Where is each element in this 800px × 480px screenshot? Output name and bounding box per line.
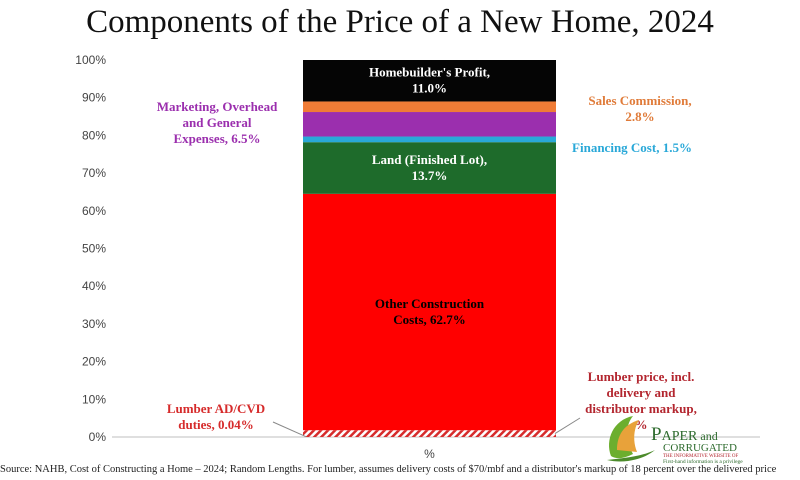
segment-label-line: and General bbox=[183, 115, 252, 130]
y-tick-label: 20% bbox=[82, 355, 106, 369]
segment-label: Other Construction Costs, 62.7% bbox=[375, 296, 485, 327]
svg-text:THE INFORMATIVE WEBSITE OF: THE INFORMATIVE WEBSITE OF bbox=[663, 454, 739, 459]
segment-label-line: Costs, 62.7% bbox=[393, 312, 466, 327]
y-tick-label: 0% bbox=[89, 430, 107, 444]
chart-title: Components of the Price of a New Home, 2… bbox=[86, 4, 714, 40]
segment-label-line: Homebuilder's Profit, bbox=[369, 65, 490, 80]
y-tick-label: 100% bbox=[75, 53, 106, 67]
segment-label: Homebuilder's Profit, 11.0% bbox=[369, 65, 490, 96]
segment-label-line: Lumber price, incl. bbox=[588, 369, 695, 384]
segment-label: Land (Finished Lot), 13.7% bbox=[372, 152, 487, 183]
y-tick-label: 30% bbox=[82, 317, 106, 331]
segment-label-line: Marketing, Overhead bbox=[157, 99, 278, 114]
segment-label: Lumber price, incl. delivery and distribut… bbox=[585, 369, 697, 432]
segment-label-line: Expenses, 6.5% bbox=[173, 131, 260, 146]
bar-segment bbox=[303, 142, 556, 194]
segment-label-line: delivery and bbox=[607, 385, 677, 400]
segment-label-line: 13.7% bbox=[412, 168, 448, 183]
segment-label-line: duties, 0.04% bbox=[178, 417, 253, 432]
y-tick-label: 90% bbox=[82, 91, 106, 105]
segment-label-line: Sales Commission, bbox=[588, 93, 691, 108]
bar-segment bbox=[303, 136, 556, 143]
bar-segment bbox=[303, 112, 556, 137]
svg-text:CORRUGATED: CORRUGATED bbox=[663, 442, 737, 454]
segment-label: Lumber AD/CVD duties, 0.04% bbox=[167, 401, 265, 432]
segment-label: Sales Commission, 2.8% bbox=[588, 93, 691, 124]
y-tick-label: 60% bbox=[82, 204, 106, 218]
segment-label-line: distributor markup, bbox=[585, 401, 697, 416]
segment-label-line: Lumber AD/CVD bbox=[167, 401, 265, 416]
svg-text:PAPER and: PAPER and bbox=[651, 424, 718, 445]
bar-segment bbox=[303, 430, 556, 437]
y-tick-label: 70% bbox=[82, 166, 106, 180]
paper-and-corrugated-logo: PAPER and CORRUGATED THE INFORMATIVE WEB… bbox=[603, 410, 800, 465]
bar-segment bbox=[303, 60, 556, 102]
segment-label-line: 11.0% bbox=[412, 81, 447, 96]
segment-label: Marketing, Overhead and General Expenses, … bbox=[157, 99, 278, 146]
segment-label-line: Financing Cost, 1.5% bbox=[572, 140, 692, 155]
bar-segment bbox=[303, 101, 556, 113]
segment-label: Financing Cost, 1.5% bbox=[572, 140, 692, 155]
svg-text:First-hand information is a pr: First-hand information is a privilege bbox=[663, 458, 743, 464]
bar-segment bbox=[303, 193, 556, 431]
y-tick-label: 40% bbox=[82, 279, 106, 293]
segment-label-line: 2.8% bbox=[625, 109, 654, 124]
segment-label-line: Land (Finished Lot), bbox=[372, 152, 487, 167]
y-tick-label: 80% bbox=[82, 128, 106, 142]
y-tick-label: 50% bbox=[82, 242, 106, 256]
x-category-label: % bbox=[424, 447, 435, 461]
leaf-swoosh-icon: PAPER and CORRUGATED THE INFORMATIVE WEB… bbox=[607, 416, 743, 465]
source-note: Source: NAHB, Cost of Constructing a Hom… bbox=[0, 464, 777, 475]
leader-line bbox=[554, 417, 581, 434]
y-tick-label: 10% bbox=[82, 392, 106, 406]
segment-label-line: Other Construction bbox=[375, 296, 485, 311]
leader-line bbox=[272, 421, 307, 438]
